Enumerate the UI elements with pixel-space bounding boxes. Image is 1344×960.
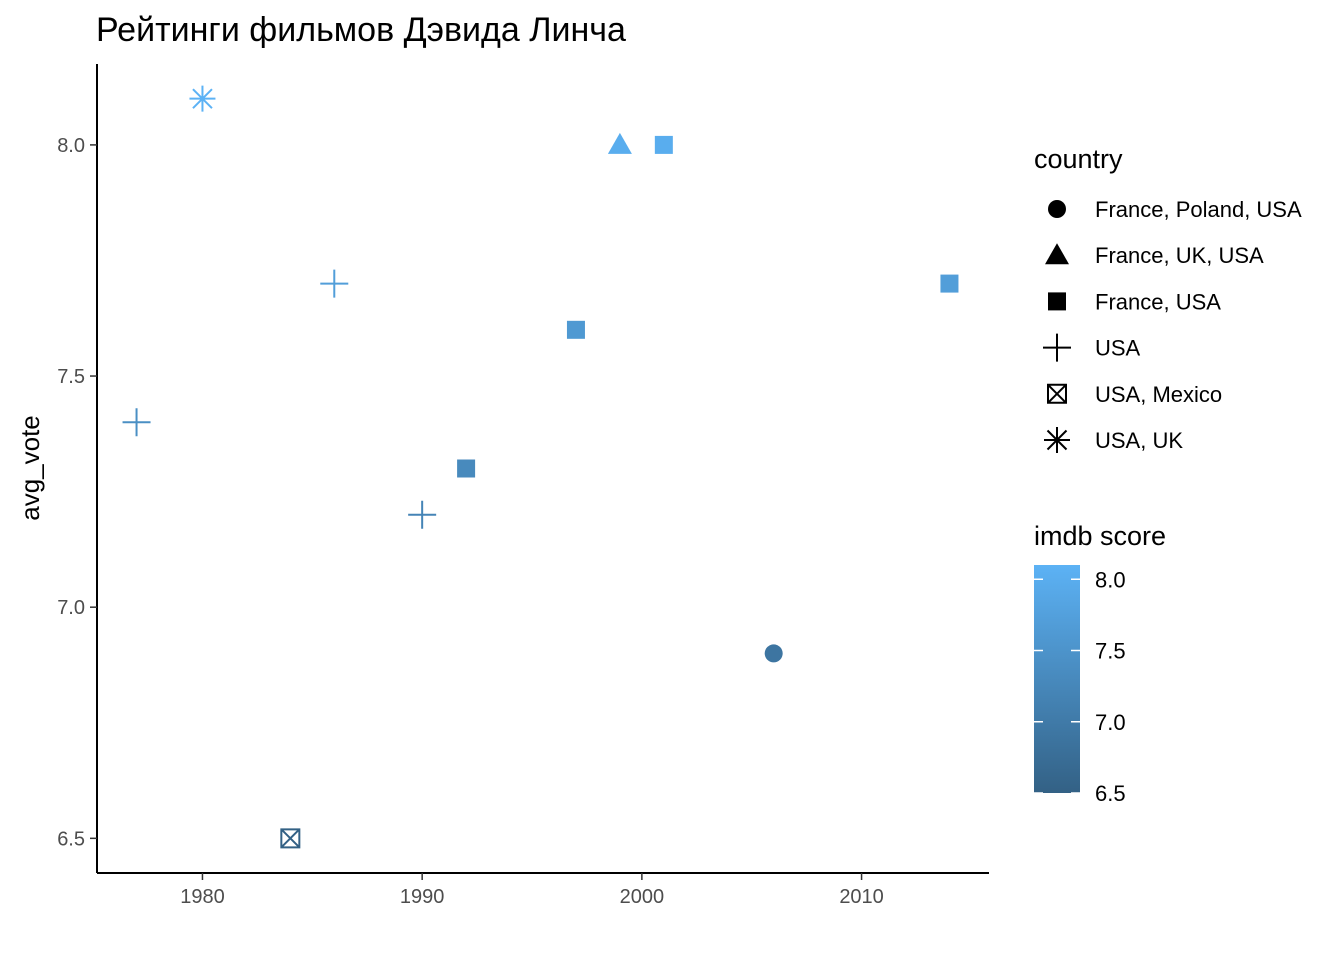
shape-legend: France, Poland, USA France, UK, USA France…	[1043, 197, 1302, 453]
legend-label: USA, Mexico	[1095, 382, 1222, 407]
x-tick-label: 2000	[620, 886, 665, 908]
y-tick-label: 6.5	[57, 828, 85, 850]
data-point	[764, 644, 783, 663]
color-legend-title: imdb score	[1034, 521, 1166, 551]
legend-label: France, UK, USA	[1095, 243, 1264, 268]
x-tick-label: 1980	[180, 886, 225, 908]
legend-key-boxed-x	[1047, 383, 1067, 404]
data-point	[408, 500, 437, 529]
data-point	[457, 459, 476, 478]
colorbar-ticks: 6.5 7.0 7.5 8.0	[1034, 567, 1126, 806]
shape-legend-title: country	[1034, 144, 1123, 174]
legend-key-asterisk	[1044, 427, 1070, 453]
legend-key-plus	[1043, 333, 1071, 362]
colorbar-tick-label: 7.0	[1095, 710, 1126, 735]
y-tick-label: 7.0	[57, 597, 85, 619]
data-point	[320, 269, 349, 298]
data-points	[122, 85, 959, 849]
axes: 1980 1990 2000 2010 6.5 7.0 7.5 8.0	[57, 64, 989, 908]
data-point	[566, 320, 585, 339]
legend-label: France, USA	[1095, 289, 1221, 314]
data-point	[122, 408, 151, 437]
colorbar-tick-label: 7.5	[1095, 639, 1126, 664]
legend-label: USA, UK	[1095, 428, 1183, 453]
x-tick-label: 1990	[400, 886, 445, 908]
x-tick-label: 2010	[839, 886, 884, 908]
colorbar	[1034, 565, 1080, 793]
legend-key-circle	[1048, 200, 1066, 218]
data-point	[654, 135, 673, 154]
legend-label: France, Poland, USA	[1095, 197, 1302, 222]
y-tick-label: 8.0	[57, 135, 85, 157]
data-point	[940, 274, 959, 293]
legend-key-square	[1048, 292, 1066, 311]
y-tick-label: 7.5	[57, 366, 85, 388]
data-point	[607, 132, 632, 154]
data-point	[280, 828, 301, 849]
colorbar-tick-label: 6.5	[1095, 781, 1126, 806]
legend-label: USA	[1095, 336, 1141, 361]
legend-key-triangle	[1045, 243, 1069, 265]
data-point	[189, 85, 216, 112]
colorbar-tick-label: 8.0	[1095, 567, 1126, 592]
chart-title: Рейтинги фильмов Дэвида Линча	[96, 11, 626, 49]
y-axis-label: avg_vote	[15, 415, 45, 521]
